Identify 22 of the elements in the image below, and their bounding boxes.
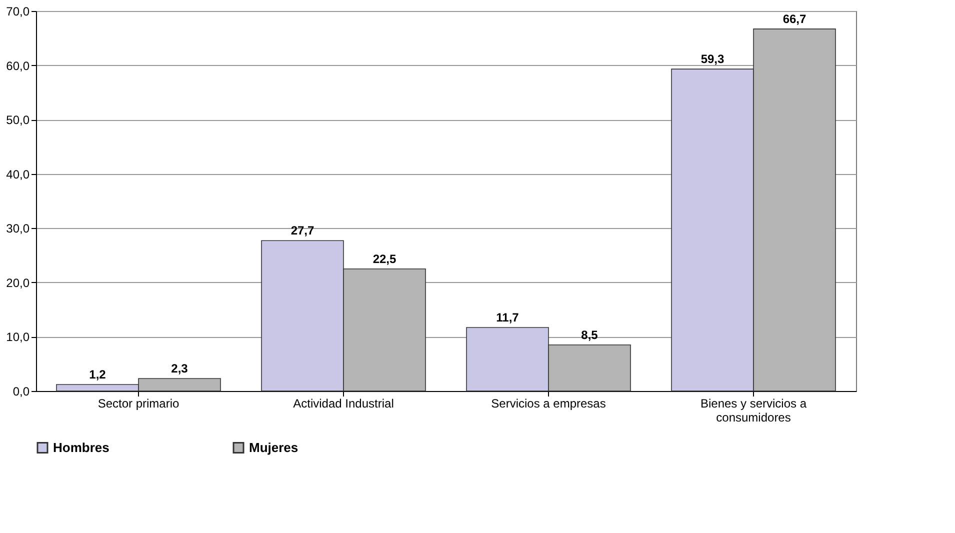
y-tick-label: 10,0: [6, 330, 30, 344]
x-tick-label: Bienes y servicios a consumidores: [700, 396, 807, 424]
x-tick-label: Actividad Industrial: [293, 396, 394, 410]
x-tick-label: Servicios a empresas: [491, 396, 606, 410]
data-label: 1,2: [89, 367, 106, 382]
data-label: 59,3: [700, 52, 724, 66]
y-tick-label: 30,0: [6, 222, 30, 236]
data-label: 27,7: [290, 224, 314, 238]
y-tick-label: 50,0: [6, 113, 30, 128]
legend-label: Mujeres: [249, 440, 298, 455]
data-label: 2,3: [171, 362, 188, 376]
data-label: 11,7: [496, 310, 520, 324]
y-tick-label: 20,0: [6, 276, 30, 290]
data-label: 22,5: [372, 252, 396, 266]
data-label: 66,7: [782, 12, 806, 26]
legend-label: Hombres: [53, 440, 110, 455]
y-tick-label: 0,0: [12, 384, 30, 398]
y-tick-label: 70,0: [6, 4, 30, 18]
y-tick-label: 40,0: [6, 167, 30, 182]
y-tick-label: 60,0: [6, 58, 30, 73]
x-tick-label: Sector primario: [98, 396, 180, 410]
data-label: 8,5: [581, 328, 598, 342]
